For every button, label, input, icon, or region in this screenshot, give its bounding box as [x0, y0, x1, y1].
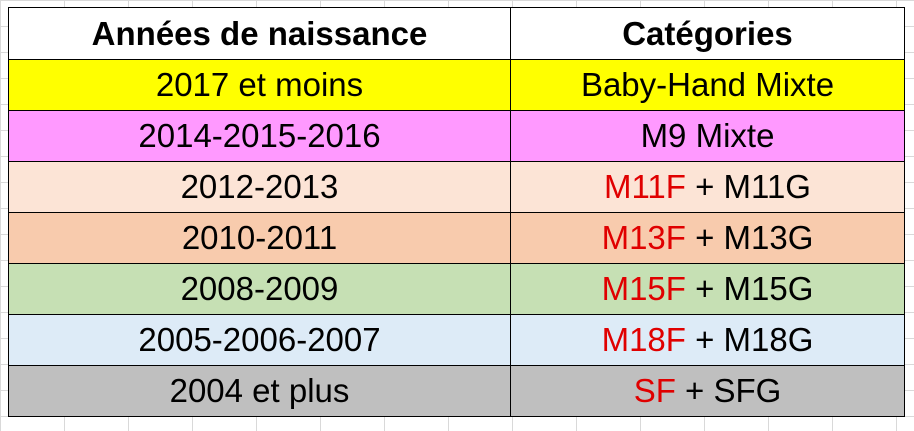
category-label: M18G [723, 321, 814, 358]
category-separator: + [685, 219, 724, 256]
category-cell[interactable]: M18F + M18G [510, 314, 905, 366]
table-row: 2004 et plus SF + SFG [8, 365, 905, 417]
birth-years-cell[interactable]: 2008-2009 [8, 263, 511, 315]
birth-years-cell[interactable]: 2005-2006-2007 [8, 314, 511, 366]
table-row: 2008-2009 M15F + M15G [8, 263, 905, 315]
category-label: M13G [723, 219, 814, 256]
category-label: M15G [723, 270, 814, 307]
birth-years-cell[interactable]: 2014-2015-2016 [8, 110, 511, 162]
header-row: Années de naissance Catégories [8, 7, 905, 60]
category-girls-label: M13F [601, 219, 686, 256]
birth-years-cell[interactable]: 2012-2013 [8, 161, 511, 213]
category-cell[interactable]: M13F + M13G [510, 212, 905, 264]
table-row: 2017 et moins Baby-Hand Mixte [8, 59, 905, 111]
table-row: 2005-2006-2007 M18F + M18G [8, 314, 905, 366]
category-separator: + [685, 168, 724, 205]
category-separator: + [685, 321, 724, 358]
category-cell[interactable]: M9 Mixte [510, 110, 905, 162]
category-cell[interactable]: M11F + M11G [510, 161, 905, 213]
table-row: 2014-2015-2016 M9 Mixte [8, 110, 905, 162]
category-separator: + [675, 372, 714, 409]
header-birth-years[interactable]: Années de naissance [8, 7, 511, 60]
category-girls-label: M18F [601, 321, 686, 358]
category-separator: + [685, 270, 724, 307]
categories-table: Années de naissance Catégories 2017 et m… [8, 7, 905, 417]
birth-years-cell[interactable]: 2010-2011 [8, 212, 511, 264]
category-cell[interactable]: SF + SFG [510, 365, 905, 417]
table-row: 2010-2011 M13F + M13G [8, 212, 905, 264]
category-label: SFG [713, 372, 782, 409]
category-girls-label: M15F [601, 270, 686, 307]
birth-years-cell[interactable]: 2004 et plus [8, 365, 511, 417]
birth-years-cell[interactable]: 2017 et moins [8, 59, 511, 111]
category-girls-label: M11F [604, 168, 686, 205]
category-label: Baby-Hand Mixte [580, 66, 835, 103]
category-label: M9 Mixte [640, 117, 775, 154]
table-row: 2012-2013 M11F + M11G [8, 161, 905, 213]
category-label: M11G [723, 168, 811, 205]
category-girls-label: SF [633, 372, 676, 409]
header-categories[interactable]: Catégories [510, 7, 905, 60]
category-cell[interactable]: Baby-Hand Mixte [510, 59, 905, 111]
category-cell[interactable]: M15F + M15G [510, 263, 905, 315]
